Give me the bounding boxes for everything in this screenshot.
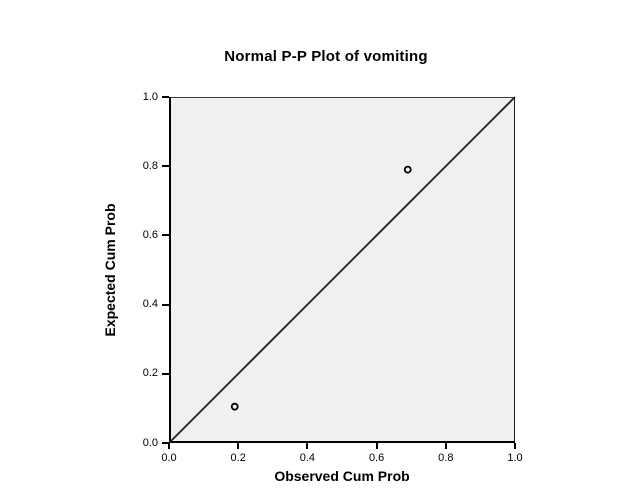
plot-area	[168, 96, 516, 444]
x-tick-label: 0.6	[368, 452, 385, 464]
x-tick-label: 0.8	[438, 452, 454, 464]
x-tick-label: 0.0	[161, 452, 177, 464]
x-tick-mark	[168, 443, 170, 449]
x-tick-mark	[306, 443, 309, 449]
x-tick-label: 1.0	[507, 452, 523, 464]
y-tick-mark	[162, 96, 169, 98]
y-tick-label: 0.6	[142, 228, 158, 241]
y-tick-label: 1.0	[142, 90, 158, 103]
x-tick-mark	[514, 443, 516, 449]
data-point-marker	[403, 165, 412, 174]
x-tick-label: 0.4	[299, 452, 316, 464]
y-tick-label: 0.2	[142, 367, 158, 380]
y-tick-label: 0.8	[142, 159, 158, 172]
data-point-marker	[230, 402, 239, 411]
x-tick-label: 0.2	[230, 452, 246, 464]
y-tick-mark	[162, 442, 169, 444]
y-axis-title: Expected Cum Prob	[102, 203, 118, 337]
x-tick-mark	[375, 443, 378, 449]
y-tick-label: 0.0	[142, 436, 158, 449]
x-axis-title: Observed Cum Prob	[274, 468, 410, 484]
y-tick-mark	[162, 165, 169, 168]
y-tick-mark	[162, 303, 169, 306]
reference-line	[168, 96, 516, 444]
pp-plot-svg	[168, 96, 516, 444]
x-tick-mark	[237, 443, 240, 449]
y-tick-label: 0.4	[142, 298, 158, 311]
chart-title: Normal P-P Plot of vomiting	[224, 48, 428, 65]
x-tick-mark	[444, 443, 447, 449]
y-tick-mark	[162, 234, 169, 237]
y-tick-mark	[162, 372, 169, 375]
